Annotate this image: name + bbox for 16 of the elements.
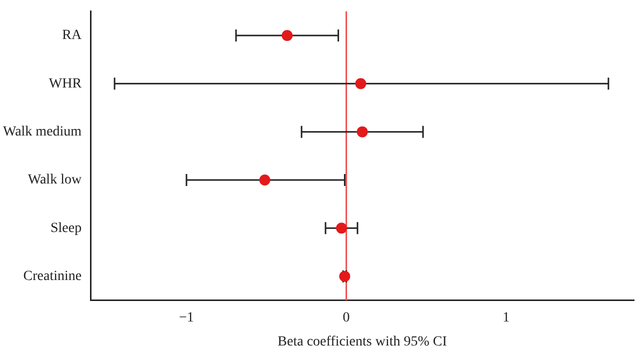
point bbox=[356, 126, 368, 138]
y-tick-label: Creatinine bbox=[23, 268, 82, 284]
x-axis-title: Beta coefficients with 95% CI bbox=[278, 334, 448, 350]
y-tick-label: Sleep bbox=[50, 220, 82, 236]
y-tick-label: Walk low bbox=[28, 172, 82, 188]
x-tick-label: 1 bbox=[502, 310, 510, 326]
point bbox=[355, 78, 366, 90]
y-tick-label: RA bbox=[62, 28, 82, 44]
x-tick-label: 0 bbox=[342, 310, 350, 326]
point bbox=[259, 174, 270, 186]
y-tick-label: Walk medium bbox=[2, 124, 82, 140]
x-tick-label: −1 bbox=[179, 310, 194, 326]
point bbox=[282, 30, 293, 41]
point bbox=[339, 270, 350, 282]
y-tick-label: WHR bbox=[48, 76, 82, 92]
point bbox=[336, 222, 348, 234]
